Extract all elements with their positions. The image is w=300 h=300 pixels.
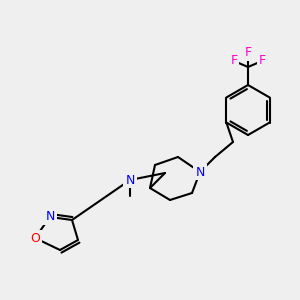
Text: O: O — [30, 232, 40, 244]
Text: F: F — [258, 55, 266, 68]
Text: N: N — [45, 211, 55, 224]
Text: F: F — [230, 55, 238, 68]
Text: N: N — [125, 173, 135, 187]
Text: N: N — [195, 166, 205, 178]
Text: F: F — [244, 46, 252, 59]
